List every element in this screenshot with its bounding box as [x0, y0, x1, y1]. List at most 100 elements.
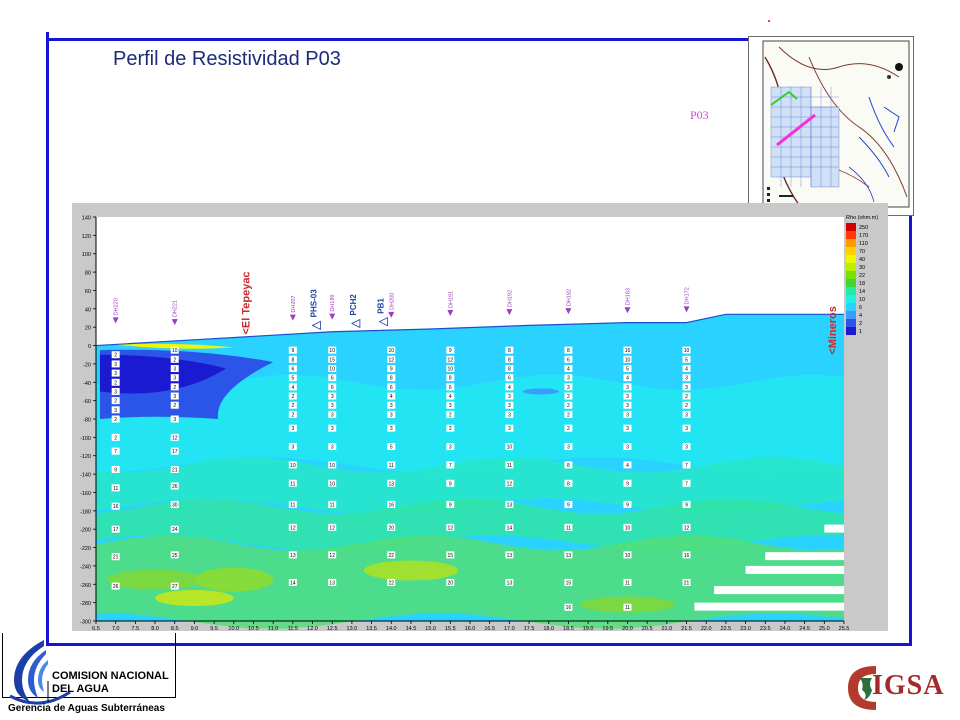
- resistivity-value: 9: [449, 348, 452, 354]
- value-box: [623, 461, 632, 469]
- value-box: [328, 401, 337, 409]
- y-tick-label: -240: [80, 564, 91, 570]
- value-box: [446, 551, 455, 559]
- legend-level: 18: [859, 281, 865, 287]
- value-box: [288, 355, 297, 363]
- value-box: [328, 479, 337, 487]
- resistivity-value: 3: [685, 426, 688, 432]
- resistivity-value: 3: [173, 394, 176, 400]
- value-box: [170, 392, 179, 400]
- value-box: [446, 500, 455, 508]
- resistivity-value: 9: [449, 481, 452, 487]
- y-tick-label: 20: [85, 326, 91, 332]
- value-box: [623, 365, 632, 372]
- resistivity-value: 2: [449, 426, 452, 432]
- x-tick-label: 14.5: [406, 626, 417, 631]
- resistivity-value: 13: [566, 553, 572, 559]
- x-tick-label: 7.5: [132, 626, 140, 631]
- x-tick-label: 15.0: [425, 626, 436, 631]
- value-box: [170, 500, 179, 508]
- legend-level: 70: [859, 249, 865, 255]
- borehole-label: DH199: [330, 295, 336, 312]
- value-box: [623, 424, 632, 432]
- resistivity-value: 12: [329, 525, 335, 531]
- value-box: [111, 553, 120, 561]
- resistivity-value: 11: [625, 580, 630, 586]
- resistivity-value: 12: [507, 481, 513, 487]
- resistivity-chart: 140 120 100 80 60 40 20 0 -20 -40 -60 -80 -100 -120 -1…: [72, 203, 888, 632]
- value-box: [446, 523, 455, 531]
- resistivity-value: 6: [331, 385, 334, 391]
- resistivity-value: 3: [331, 412, 334, 418]
- borehole-marker: [624, 307, 631, 314]
- resistivity-value: 4: [291, 385, 294, 391]
- resistivity-value: 2: [291, 403, 294, 409]
- value-box: [623, 523, 632, 531]
- resistivity-value: 17: [113, 527, 119, 533]
- x-tick-label: 8.5: [171, 626, 179, 631]
- resistivity-value: 10: [625, 553, 631, 559]
- section-marker-label: PHS-03: [310, 289, 319, 318]
- resistivity-value: 20: [388, 525, 394, 531]
- value-box: [682, 500, 691, 508]
- value-box: [564, 346, 573, 354]
- resistivity-value: 3: [173, 376, 176, 382]
- resistivity-value: 22: [388, 553, 394, 559]
- resistivity-value: 11: [290, 481, 295, 487]
- value-box: [288, 461, 297, 469]
- value-box: [328, 346, 337, 354]
- x-tick-label: 11.0: [268, 626, 278, 631]
- resistivity-value: 3: [626, 385, 629, 391]
- resistivity-value: 5: [626, 367, 629, 373]
- legend-swatch: [846, 295, 856, 303]
- resistivity-stratum: [96, 374, 844, 473]
- borehole-label: DH200: [389, 293, 395, 310]
- low-resistivity-lens: [522, 388, 559, 395]
- resistivity-value: 16: [566, 605, 572, 611]
- value-box: [170, 447, 179, 455]
- resistivity-value: 6: [390, 385, 393, 391]
- value-box: [505, 443, 514, 451]
- x-tick-label: 6.5: [92, 626, 100, 631]
- value-box: [328, 365, 337, 372]
- resistivity-value: 8: [508, 357, 511, 363]
- value-box: [288, 443, 297, 451]
- value-box: [623, 392, 632, 400]
- resistivity-value: 3: [685, 412, 688, 418]
- resistivity-value: 10: [329, 463, 335, 469]
- value-box: [328, 355, 337, 363]
- value-box: [446, 443, 455, 451]
- resistivity-value: 22: [388, 580, 394, 586]
- resistivity-value: 3: [449, 403, 452, 409]
- value-box: [387, 365, 396, 372]
- value-box: [170, 401, 179, 409]
- resistivity-value: 9: [291, 348, 294, 354]
- value-box: [623, 443, 632, 451]
- resistivity-value: 2: [173, 357, 176, 363]
- x-tick-label: 25.0: [819, 626, 830, 631]
- resistivity-value: 16: [388, 502, 394, 508]
- resistivity-value: 15: [329, 357, 335, 363]
- value-box: [564, 410, 573, 418]
- x-tick-label: 18.0: [543, 626, 554, 631]
- resistivity-value: 3: [685, 376, 688, 382]
- value-box: [505, 551, 514, 559]
- value-box: [288, 578, 297, 586]
- borehole-label: DH191: [448, 291, 454, 308]
- resistivity-value: 9: [390, 367, 393, 373]
- resistivity-value: 3: [390, 426, 393, 432]
- value-box: [446, 479, 455, 487]
- x-tick-label: 7.0: [112, 626, 120, 631]
- value-box: [564, 523, 573, 531]
- x-tick-label: 9.0: [191, 626, 199, 631]
- borehole-marker: [171, 319, 178, 326]
- resistivity-value: 2: [449, 412, 452, 418]
- resistivity-value: 8: [508, 348, 511, 354]
- frame-corner-mark: [46, 32, 55, 40]
- y-tick-label: 100: [82, 252, 91, 258]
- resistivity-value: 3: [626, 394, 629, 400]
- x-tick-label: 13.0: [347, 626, 358, 631]
- resistivity-value: 9: [626, 481, 629, 487]
- legend-swatch: [846, 279, 856, 287]
- resistivity-value: 10: [507, 445, 513, 451]
